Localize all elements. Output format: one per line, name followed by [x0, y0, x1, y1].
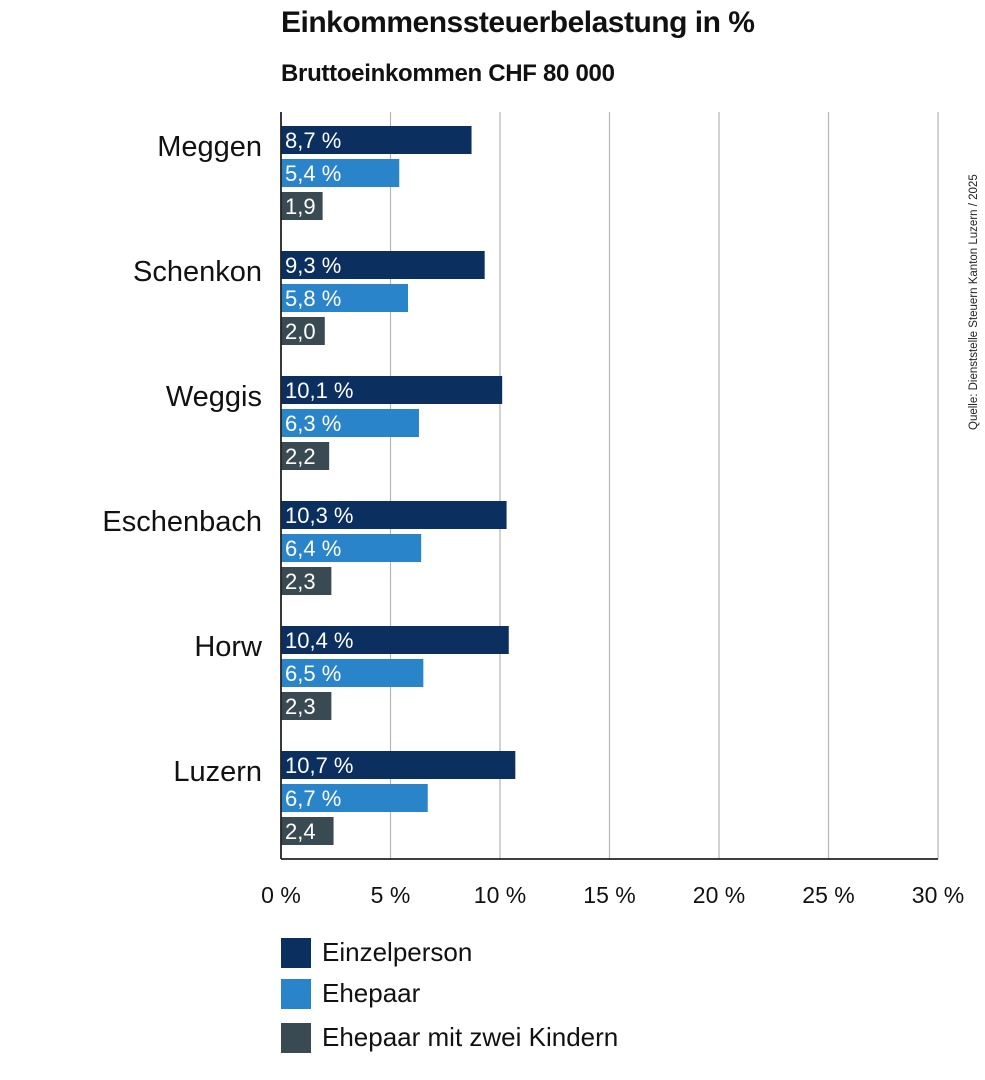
category-label: Eschenbach: [102, 506, 262, 538]
bar: [281, 534, 422, 562]
data-label: 5,8 %: [285, 286, 341, 311]
data-label: 5,4 %: [285, 161, 341, 186]
legend-swatch: [281, 979, 311, 1009]
data-label: 10,4 %: [285, 628, 354, 653]
data-label: 2,3: [285, 694, 316, 719]
category-label: Luzern: [173, 756, 262, 788]
bar: [281, 751, 516, 779]
grid-lines: [389, 112, 939, 859]
labels: 8,7 % 5,4 % 1,9 Meggen 9,3 % 5,8 % 2,0 Schenkon…: [102, 128, 964, 908]
chart-subtitle: Bruttoeinkommen CHF 80 000: [281, 60, 615, 87]
data-label: 6,7 %: [285, 786, 341, 811]
x-tick-label: 30 %: [912, 882, 964, 908]
data-label: 8,7 %: [285, 128, 341, 153]
category-label: Schenkon: [133, 256, 262, 288]
category-label: Meggen: [157, 131, 262, 163]
bar: [281, 692, 332, 720]
category-label: Horw: [194, 631, 263, 663]
x-tick-label: 5 %: [371, 882, 411, 908]
bar: [281, 317, 325, 345]
bars: [281, 126, 516, 845]
x-tick-label: 15 %: [583, 882, 635, 908]
legend-label: Einzelperson: [322, 937, 473, 967]
bar: [281, 567, 332, 595]
bar-chart: 8,7 % 5,4 % 1,9 Meggen 9,3 % 5,8 % 2,0 Schenkon…: [102, 112, 964, 908]
data-label: 6,3 %: [285, 411, 341, 436]
x-tick-label: 10 %: [474, 882, 526, 908]
data-label: 6,4 %: [285, 536, 341, 561]
legend-swatch: [281, 1023, 311, 1053]
bar: [281, 817, 334, 845]
data-label: 1,9: [285, 194, 316, 219]
bar: [281, 284, 409, 312]
bar: [281, 409, 419, 437]
bar: [281, 784, 428, 812]
data-label: 2,2: [285, 444, 316, 469]
data-label: 2,3: [285, 569, 316, 594]
bar: [281, 626, 509, 654]
data-label: 2,4: [285, 819, 316, 844]
data-label: 10,1 %: [285, 378, 354, 403]
data-label: 2,0: [285, 319, 316, 344]
x-tick-label: 20 %: [693, 882, 745, 908]
bar: [281, 376, 503, 404]
bar: [281, 192, 323, 220]
x-tick-label: 0 %: [261, 882, 301, 908]
legend-label: Ehepaar mit zwei Kindern: [322, 1022, 619, 1052]
bar: [281, 659, 424, 687]
data-label: 9,3 %: [285, 253, 341, 278]
legend-label: Ehepaar: [322, 978, 421, 1008]
data-label: 10,3 %: [285, 503, 354, 528]
x-tick-label: 25 %: [802, 882, 854, 908]
chart-title: Einkommenssteuerbelastung in %: [281, 6, 755, 39]
bar: [281, 442, 330, 470]
bar: [281, 159, 400, 187]
legend-item: Ehepaar: [281, 976, 701, 1009]
data-label: 10,7 %: [285, 753, 354, 778]
bar: [281, 501, 507, 529]
category-label: Weggis: [166, 381, 262, 413]
bar: [281, 251, 485, 279]
legend-item: Ehepaar mit zwei Kindern: [281, 1020, 701, 1053]
bar: [281, 126, 472, 154]
data-label: 6,5 %: [285, 661, 341, 686]
axes: [280, 112, 938, 860]
legend-item: Einzelperson: [281, 935, 701, 968]
legend-swatch: [281, 938, 311, 968]
